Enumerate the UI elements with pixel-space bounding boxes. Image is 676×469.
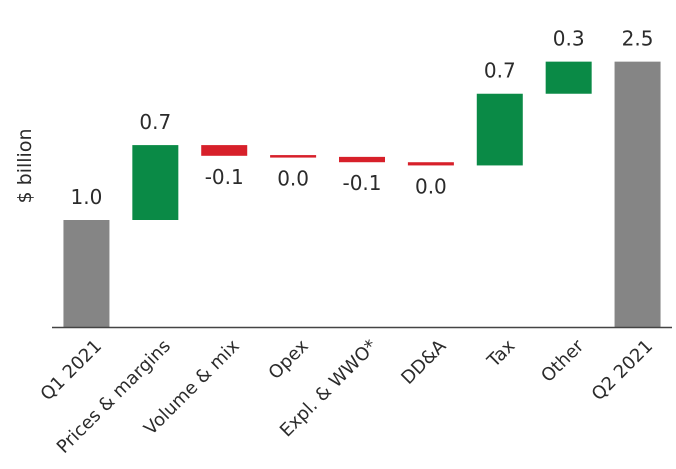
x-tick-label-prices-margins: Prices & margins	[53, 336, 175, 458]
bars-layer	[63, 61, 661, 327]
value-label-opex: 0.0	[277, 167, 309, 191]
x-tick-label-dd-a: DD&A	[397, 335, 451, 389]
value-labels-layer: 1.0 0.7 -0.1 0.0 -0.1 0.0 0.7 0.3 2.5	[71, 27, 654, 209]
bar-q1-2021	[63, 220, 110, 327]
y-axis-title: $ billion	[14, 129, 36, 204]
bar-tax	[476, 93, 523, 166]
value-label-q1-2021: 1.0	[71, 185, 103, 209]
value-label-dd-a: 0.0	[415, 174, 447, 198]
bar-volume-mix	[201, 145, 248, 156]
value-label-expl-wwo: -0.1	[342, 171, 381, 195]
value-label-prices-margins: 0.7	[139, 110, 171, 134]
value-label-other: 0.3	[553, 27, 585, 51]
value-label-tax: 0.7	[484, 59, 516, 83]
x-tick-label-q2-2021: Q2 2021	[588, 336, 657, 405]
x-tick-label-tax: Tax	[483, 335, 520, 372]
bar-prices-margins	[132, 145, 179, 220]
value-label-volume-mix: -0.1	[205, 165, 244, 189]
bar-other	[545, 61, 592, 94]
bar-dd-a	[407, 162, 454, 166]
x-tick-label-other: Other	[537, 335, 588, 386]
value-label-q2-2021: 2.5	[622, 27, 654, 51]
x-tick-label-q1-2021: Q1 2021	[37, 336, 106, 405]
bar-expl-wwo	[339, 156, 385, 163]
x-tick-label-opex: Opex	[265, 335, 313, 383]
bar-opex	[270, 155, 317, 158]
bar-q2-2021	[614, 61, 661, 327]
